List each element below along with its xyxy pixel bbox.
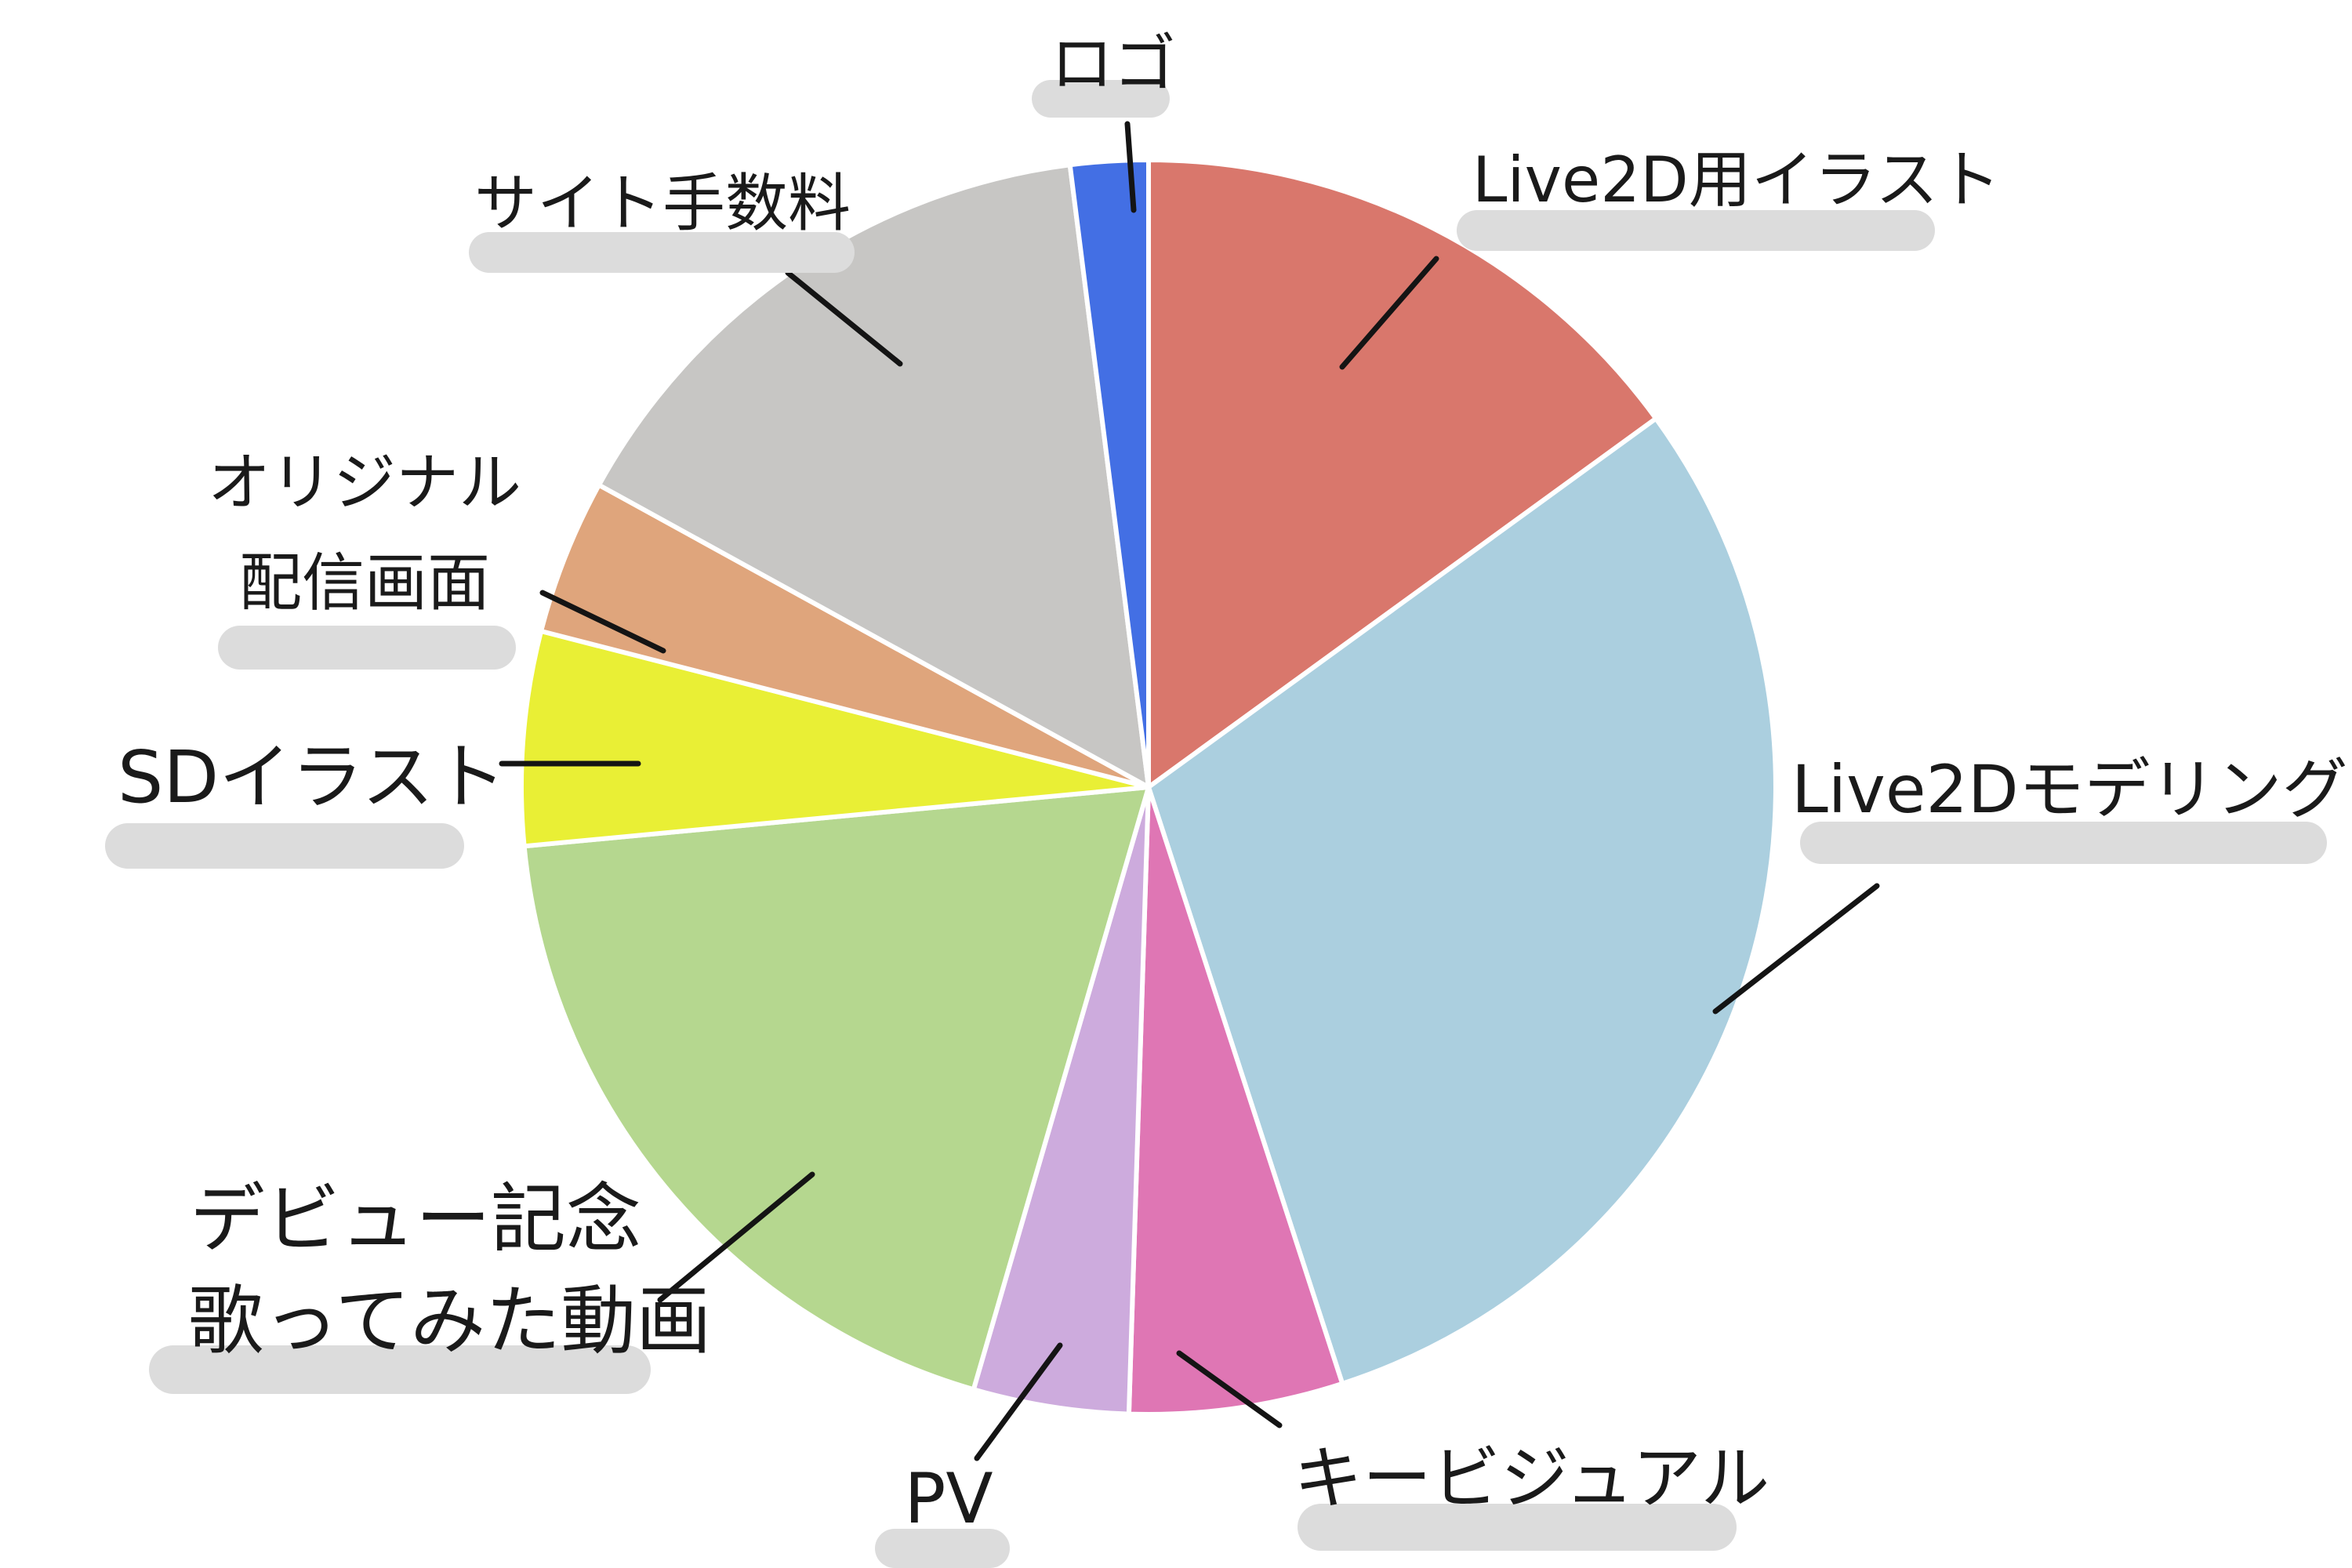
label-underline-live2d-modeling <box>1800 822 2327 864</box>
leader-line-live2d-illustration <box>1339 256 1439 370</box>
label-underline-pv <box>875 1529 1010 1568</box>
label-sd-illustration: SDイラスト <box>118 735 506 819</box>
leader-line-key-visual <box>1176 1350 1283 1428</box>
leader-line-site-fee <box>785 270 903 367</box>
label-original-stream-overlay-line2: 配信画面 <box>239 546 490 619</box>
pie-slice-live2d-modeling <box>1146 416 1778 1386</box>
leader-line-logo <box>1124 121 1137 213</box>
label-pv: PV <box>904 1458 993 1539</box>
label-underline-debut-cover-song-video <box>149 1345 651 1394</box>
pie-slices <box>519 157 1778 1417</box>
pie-slice-original-stream-overlay <box>539 482 1151 789</box>
pie-slice-logo <box>1067 157 1151 789</box>
pie-slice-sd-illustration <box>519 629 1151 849</box>
label-underline-sd-illustration <box>105 823 464 869</box>
label-live2d-modeling: Live2Dモデリング <box>1791 751 2348 828</box>
label-original-stream-overlay-line1: オリジナル <box>208 446 521 519</box>
label-underline-site-fee <box>469 232 855 273</box>
pie-slice-live2d-illustration <box>1146 158 1659 789</box>
label-underline-key-visual <box>1298 1504 1737 1551</box>
label-site-fee: サイト手数料 <box>474 167 851 240</box>
label-underline-original-stream-overlay <box>218 626 516 670</box>
label-key-visual: キービジュアル <box>1294 1438 1770 1519</box>
label-live2d-illustration: Live2D用イラスト <box>1472 143 2002 216</box>
leader-line-debut-cover-song-video <box>657 1171 815 1303</box>
pie-slice-key-visual <box>1126 785 1345 1417</box>
label-underline-live2d-illustration <box>1457 210 1935 251</box>
leader-line-pv <box>974 1342 1063 1461</box>
label-underline-logo <box>1032 80 1170 118</box>
pie-slice-debut-cover-song-video <box>521 785 1151 1392</box>
leader-line-live2d-modeling <box>1712 883 1880 1014</box>
label-debut-cover-song-video-line1: デビュー記念 <box>190 1175 641 1263</box>
leader-lines <box>499 121 1880 1461</box>
leader-line-original-stream-overlay <box>539 590 666 654</box>
label-debut-cover-song-video-line2: 歌ってみた動画 <box>188 1277 712 1365</box>
label-logo: ロゴ <box>1051 27 1176 100</box>
